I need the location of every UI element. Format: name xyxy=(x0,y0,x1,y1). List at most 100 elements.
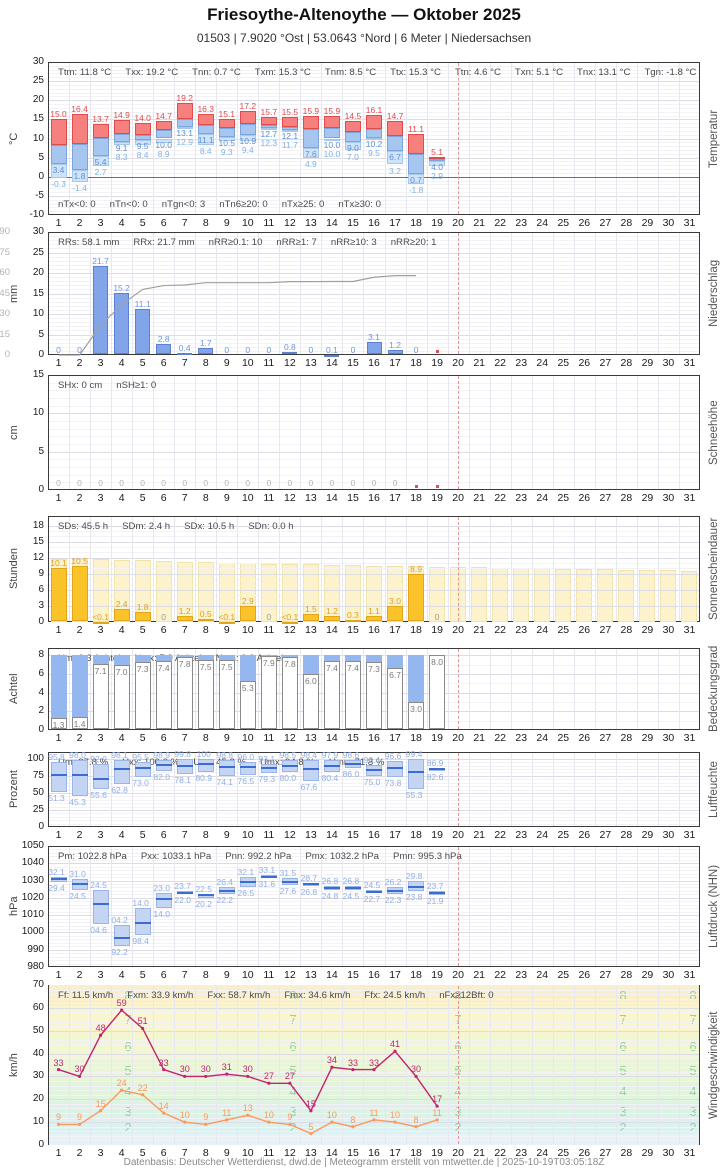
stat-item: nTn<0: 0 xyxy=(109,199,148,210)
gridline-minor xyxy=(49,806,699,808)
gridline-day xyxy=(636,649,638,729)
temp-ground-segment xyxy=(197,134,214,145)
temp-max-segment xyxy=(71,114,88,144)
gridline xyxy=(49,915,699,917)
mean-wind-line-point xyxy=(309,1131,313,1136)
panel-snow xyxy=(48,375,700,490)
gridline-day xyxy=(69,63,71,214)
mean-line-pressure xyxy=(408,885,425,888)
x-day-label: 2 xyxy=(76,624,83,636)
gridline-day xyxy=(447,63,449,214)
mean-wind-value-label: 5 xyxy=(308,1121,314,1132)
gridline-minor xyxy=(49,939,699,941)
x-day-label: 21 xyxy=(473,357,485,369)
gridline-day xyxy=(237,63,239,214)
gridline-day xyxy=(573,63,575,214)
cloud-value-label: 7.5 xyxy=(220,662,233,673)
gust-line-point xyxy=(120,1008,124,1012)
mean-wind-value-label: 9 xyxy=(287,1112,293,1123)
gridline-day xyxy=(405,649,407,729)
temp-max-label: 14.7 xyxy=(155,110,172,121)
gridline-minor xyxy=(49,547,699,549)
x-day-label: 23 xyxy=(515,829,528,841)
gridline-day xyxy=(510,63,512,214)
unit-label-pressure: hPa xyxy=(8,896,20,917)
x-day-label: 25 xyxy=(557,969,570,981)
gust-line-point xyxy=(372,1067,376,1072)
mean-line-pressure xyxy=(218,889,235,892)
gridline-day xyxy=(594,233,596,354)
x-day-label: 10 xyxy=(241,969,254,981)
range-max-label: 98.5 xyxy=(279,749,297,760)
temp-min-label: 12.1 xyxy=(281,131,299,142)
gridline xyxy=(49,949,699,951)
gridline-day xyxy=(90,233,92,354)
stat-item: Tnm: 8.5 °C xyxy=(324,67,377,78)
gridline-day xyxy=(678,753,680,826)
mean-wind-value-label: 11 xyxy=(369,1107,379,1118)
x-day-label: 6 xyxy=(160,829,167,841)
gridline-day xyxy=(426,63,428,214)
range-max-label: 98.9 xyxy=(153,749,170,760)
range-max-label: 90.4 xyxy=(363,755,381,766)
gridline-minor xyxy=(49,153,699,155)
gridline-day xyxy=(300,63,302,214)
x-day-label: 24 xyxy=(536,732,549,744)
x-day-label: 2 xyxy=(76,732,83,744)
temp-ground-segment xyxy=(71,169,88,183)
range-min-label: 78.1 xyxy=(174,774,191,785)
snow-value-label: 0 xyxy=(350,478,356,488)
gridline-day xyxy=(468,63,470,214)
range-min-label: 55.3 xyxy=(405,790,423,801)
x-day-label: 4 xyxy=(118,732,125,744)
gust-line-point xyxy=(288,1081,292,1085)
y-tick-label: 5 xyxy=(38,328,44,340)
gridline-day xyxy=(195,847,197,966)
precip-bar xyxy=(282,351,298,354)
gridline-day xyxy=(678,986,680,1144)
x-day-label: 1 xyxy=(55,829,62,841)
stat-item: nRR≥0.1: 10 xyxy=(208,237,263,248)
gridline-minor xyxy=(49,405,699,407)
gridline-day xyxy=(279,376,281,489)
x-day-label: 22 xyxy=(494,732,507,744)
x-day-label: 13 xyxy=(305,969,317,981)
mean-line-pressure xyxy=(323,886,340,889)
x-day-label: 19 xyxy=(431,217,443,229)
temp-ground-segment xyxy=(113,141,130,145)
gridline-day xyxy=(300,753,302,826)
range-min-label: 04.6 xyxy=(90,925,107,936)
precip-value-label: 0.4 xyxy=(178,343,191,354)
x-day-label: 19 xyxy=(431,357,443,369)
x-day-label: 2 xyxy=(76,829,83,841)
x-day-label: 28 xyxy=(620,217,633,229)
range-min-label: 73.8 xyxy=(384,777,402,788)
gridline-day xyxy=(90,753,92,826)
gridline-minor xyxy=(49,1090,699,1092)
cloud-fill-segment xyxy=(323,655,340,662)
gridline-minor xyxy=(49,236,699,238)
gridline-minor xyxy=(49,956,699,958)
gridline-day xyxy=(531,986,533,1144)
gridline-minor xyxy=(49,856,699,858)
x-day-label: 23 xyxy=(515,217,528,229)
stat-item: nTx<0: 0 xyxy=(58,199,96,210)
temp-ground-label: 12.3 xyxy=(260,138,278,149)
gridline-day xyxy=(174,847,176,966)
x-day-label: 4 xyxy=(118,829,125,841)
x-day-label: 13 xyxy=(305,829,317,841)
x-day-label: 21 xyxy=(473,1147,485,1159)
mean-wind-line-point xyxy=(225,1118,229,1122)
cloud-value-label: 6.0 xyxy=(304,676,317,687)
x-day-label: 30 xyxy=(662,829,675,841)
gridline-day xyxy=(279,753,281,826)
x-day-label: 20 xyxy=(452,624,464,636)
sunshine-value-label: 3.0 xyxy=(389,595,401,606)
gridline-day xyxy=(447,376,449,489)
gridline-day xyxy=(489,847,491,966)
gridline-day xyxy=(657,847,659,966)
gridline-minor xyxy=(49,1049,699,1050)
x-day-label: 4 xyxy=(118,357,125,369)
range-bar-humidity xyxy=(239,761,256,775)
temp-max-segment xyxy=(239,110,256,124)
